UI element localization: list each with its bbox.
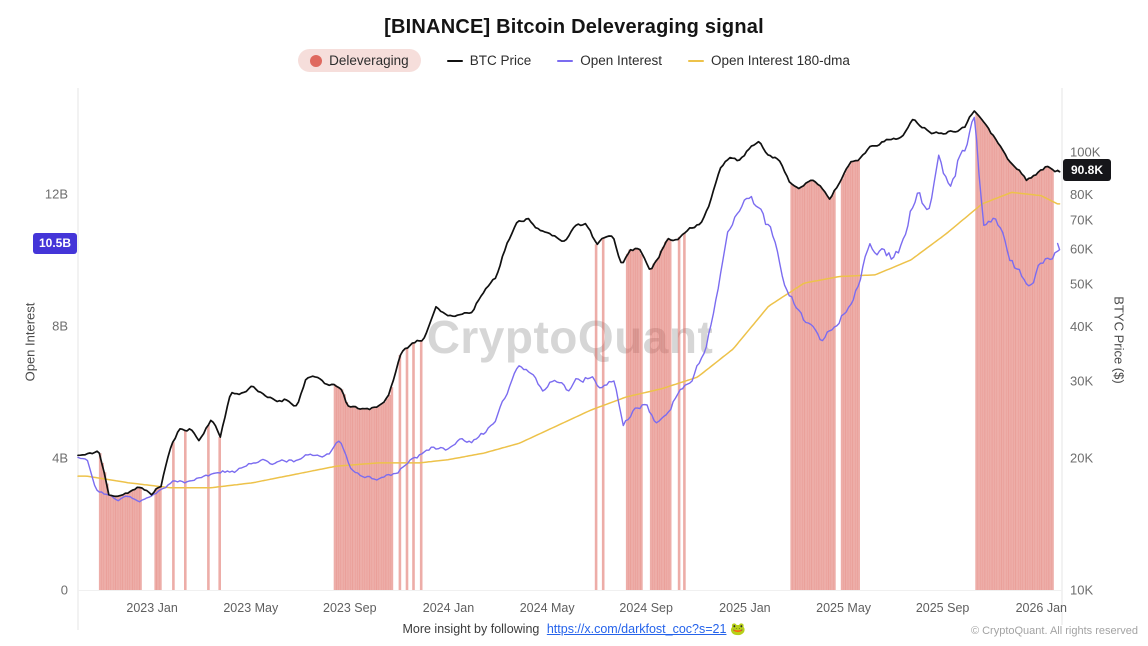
svg-text:80K: 80K: [1070, 187, 1093, 202]
svg-text:2025 May: 2025 May: [816, 601, 872, 615]
legend-item-btc-price[interactable]: BTC Price: [446, 53, 532, 68]
svg-text:2023 Sep: 2023 Sep: [323, 601, 377, 615]
btc-price-line: [77, 110, 1061, 498]
svg-text:70K: 70K: [1070, 212, 1093, 227]
svg-text:2025 Jan: 2025 Jan: [719, 601, 770, 615]
frog-emoji: 🐸: [729, 622, 746, 636]
svg-text:20K: 20K: [1070, 451, 1093, 466]
footer-note: More insight by following https://x.com/…: [0, 622, 1148, 637]
svg-text:10K: 10K: [1070, 583, 1093, 598]
legend-item-oi-180dma[interactable]: Open Interest 180-dma: [688, 53, 850, 68]
deleveraging-dot-icon: [310, 54, 323, 67]
svg-text:12B: 12B: [45, 187, 68, 202]
x-axis-ticks: 2023 Jan 2023 May 2023 Sep 2024 Jan 2024 May…: [126, 601, 1067, 615]
legend-label-open-interest: Open Interest: [580, 53, 663, 68]
open-interest-value-badge: 10.5B: [33, 233, 77, 254]
left-axis-title: Open Interest: [22, 302, 38, 382]
right-axis-title: BTYC Price ($): [1111, 296, 1127, 384]
svg-text:2024 May: 2024 May: [520, 601, 576, 615]
legend-label-deleveraging: Deleveraging: [329, 53, 409, 68]
copyright-notice: © CryptoQuant. All rights reserved: [964, 625, 1138, 637]
open-interest-180-dma-line: [77, 191, 1061, 489]
legend-item-open-interest[interactable]: Open Interest: [557, 53, 662, 68]
btc-price-value-badge: 90.8K: [1063, 159, 1111, 181]
svg-text:40K: 40K: [1070, 319, 1093, 334]
svg-text:2024 Jan: 2024 Jan: [423, 601, 474, 615]
legend: Deleveraging BTC Price Open Interest Ope…: [0, 49, 1148, 72]
svg-text:4B: 4B: [52, 451, 68, 466]
svg-text:2024 Sep: 2024 Sep: [619, 601, 673, 615]
legend-label-btc-price: BTC Price: [469, 53, 532, 68]
svg-text:2023 May: 2023 May: [223, 601, 279, 615]
svg-text:2025 Sep: 2025 Sep: [916, 601, 970, 615]
svg-text:50K: 50K: [1070, 276, 1093, 291]
chart-title: [BINANCE] Bitcoin Deleveraging signal: [384, 16, 764, 38]
open-interest-line-icon: [557, 59, 574, 62]
deleveraging-bars: [98, 113, 1054, 591]
btc-line-icon: [446, 59, 463, 62]
svg-text:2023 Jan: 2023 Jan: [126, 601, 177, 615]
open-interest-line: [77, 116, 1061, 503]
svg-text:100K: 100K: [1070, 145, 1101, 160]
right-axis-ticks: 10K 20K 30K 40K 50K 60K 70K 80K 100K: [1070, 145, 1101, 598]
footer-prefix: More insight by following: [402, 622, 540, 636]
svg-text:2026 Jan: 2026 Jan: [1016, 601, 1067, 615]
legend-label-oi-180dma: Open Interest 180-dma: [711, 53, 850, 68]
oi-180dma-line-icon: [688, 59, 705, 62]
svg-text:8B: 8B: [52, 319, 68, 334]
plot-frame: [77, 88, 1063, 630]
svg-text:30K: 30K: [1070, 374, 1093, 389]
left-axis-ticks: 0 4B 8B 12B: [45, 187, 68, 598]
footer-link[interactable]: https://x.com/darkfost_coc?s=21: [546, 622, 727, 636]
svg-text:60K: 60K: [1070, 242, 1093, 257]
legend-item-deleveraging[interactable]: Deleveraging: [298, 49, 421, 72]
svg-text:0: 0: [61, 583, 68, 598]
